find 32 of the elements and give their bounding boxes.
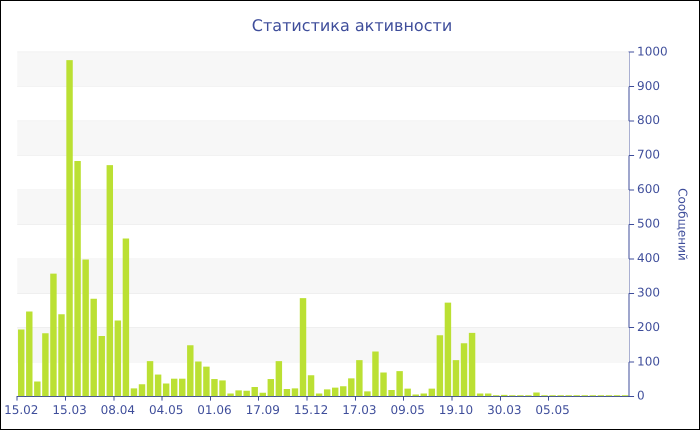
x-tick-label: 04.05 [148, 402, 184, 417]
x-tick-label: 30.03 [487, 402, 522, 417]
y-tick-label: 0 [637, 388, 645, 403]
x-tick-label: 09.05 [390, 402, 425, 417]
x-tick-label: 17.09 [246, 402, 280, 417]
x-tick-label: 19.10 [438, 402, 474, 417]
y-tick-label: 700 [637, 148, 660, 162]
y-tick-label: 500 [637, 216, 660, 231]
bar [452, 360, 460, 396]
x-tick-label: 15.02 [4, 402, 38, 417]
y-axis-title: Сообщений [676, 188, 690, 261]
bar [380, 372, 387, 396]
y-tick-label: 1000 [637, 44, 668, 58]
bar [138, 384, 146, 396]
bar [460, 343, 468, 396]
x-tick-label: 17.03 [342, 402, 377, 417]
x-tick-label: 01.06 [197, 402, 232, 417]
chart-title: Статистика активности [252, 16, 452, 35]
x-tick-label: 15.12 [294, 402, 328, 417]
y-tick-label: 200 [637, 320, 660, 334]
y-tick-label: 400 [637, 250, 660, 265]
y-tick-label: 800 [637, 113, 660, 128]
bar [219, 380, 226, 396]
x-tick-label: 05.05 [535, 402, 570, 417]
bar [300, 298, 306, 396]
bar [58, 314, 65, 396]
y-tick-label: 600 [637, 182, 660, 196]
y-tick-label: 900 [637, 78, 660, 93]
y-tick-label: 300 [637, 285, 660, 300]
x-tick-label: 08.04 [100, 402, 136, 417]
y-tick-label: 100 [637, 354, 660, 368]
x-tick-label: 15.03 [52, 402, 87, 417]
